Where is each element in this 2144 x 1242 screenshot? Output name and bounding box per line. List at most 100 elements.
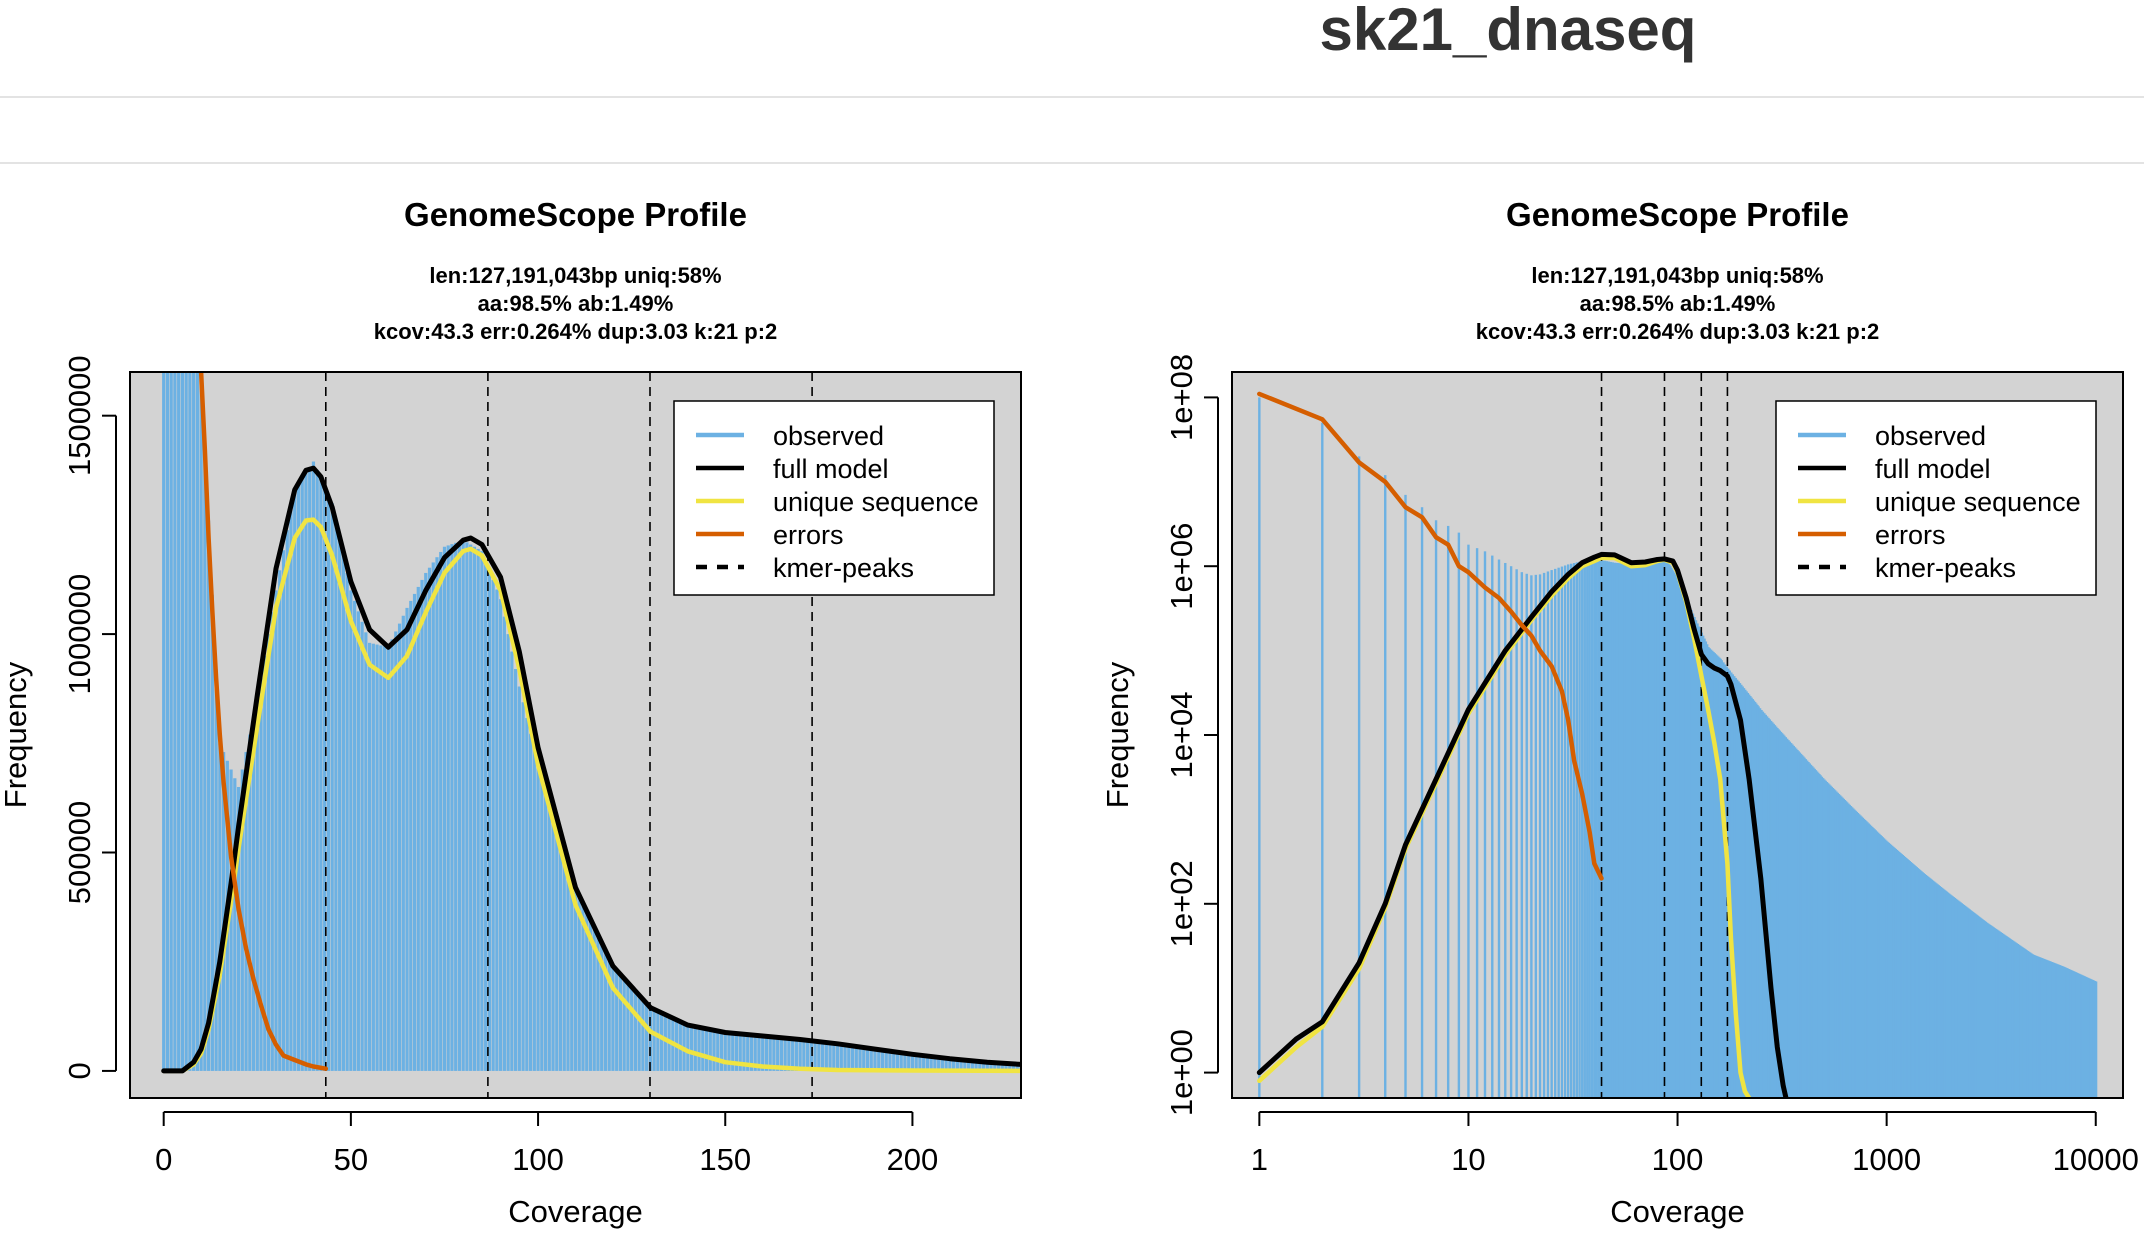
observed-bar [772, 1037, 776, 1071]
observed-bar [293, 489, 297, 1071]
observed-bar [345, 572, 349, 1071]
observed-bar [439, 551, 443, 1071]
observed-bar [779, 1038, 784, 1071]
observed-bar [1681, 591, 1685, 1098]
observed-bar [465, 542, 469, 1071]
observed-bar [270, 612, 274, 1071]
observed-bar [895, 1053, 900, 1071]
observed-bar [1583, 560, 1586, 1098]
observed-bar [454, 542, 458, 1071]
observed-bar [959, 1060, 963, 1071]
observed-bar [218, 743, 222, 1071]
y-tick-label: 500000 [62, 801, 97, 904]
legend-label: full model [1875, 454, 1991, 484]
observed-bar [1682, 595, 1687, 1098]
observed-bar [873, 1051, 877, 1071]
observed-bar [555, 826, 559, 1071]
observed-bar [566, 862, 570, 1071]
observed-bar [731, 1034, 735, 1071]
observed-bar [697, 1029, 701, 1071]
observed-bar [768, 1037, 772, 1071]
observed-bar [457, 541, 462, 1071]
observed-bar [1603, 560, 1607, 1098]
observed-bar [1613, 562, 1616, 1098]
observed-bar [394, 631, 398, 1071]
observed-bar [1404, 494, 1407, 1098]
observed-bar [577, 895, 581, 1071]
observed-bar [862, 1049, 866, 1071]
y-tick-label: 1e+04 [1164, 691, 1199, 778]
observed-bar [162, 372, 166, 1071]
legend-label: unique sequence [1875, 487, 2081, 517]
x-tick-label: 100 [512, 1142, 564, 1177]
observed-bar [195, 372, 199, 1071]
legend-label: errors [773, 520, 844, 550]
x-tick-label: 50 [334, 1142, 368, 1177]
observed-bar [1515, 569, 1518, 1098]
observed-bar [1605, 561, 1609, 1098]
observed-bar [1000, 1062, 1004, 1071]
observed-bars [1258, 397, 2098, 1098]
observed-bar [514, 669, 518, 1071]
observed-bar [416, 586, 420, 1071]
observed-bar [304, 472, 308, 1071]
observed-bar [528, 733, 533, 1071]
observed-bar [1563, 565, 1567, 1098]
observed-bar [173, 372, 177, 1071]
observed-bar [704, 1030, 709, 1071]
observed-bar [776, 1038, 780, 1071]
observed-bar [1004, 1063, 1008, 1071]
observed-bar [1457, 532, 1461, 1098]
observed-bar [663, 1016, 667, 1071]
observed-bar [1581, 561, 1584, 1098]
observed-bar [738, 1035, 742, 1071]
observed-bar [1597, 560, 1600, 1098]
observed-bar [791, 1039, 795, 1071]
x-tick-label: 1000 [1852, 1142, 1921, 1177]
legend-label: errors [1875, 520, 1946, 550]
observed-bar [259, 677, 263, 1071]
section-divider [0, 162, 2144, 164]
observed-bar [375, 644, 379, 1071]
observed-bar [203, 446, 207, 1071]
observed-bar [424, 572, 428, 1071]
observed-bar [817, 1042, 821, 1071]
observed-bar [199, 372, 203, 1071]
observed-bar [412, 593, 417, 1071]
observed-bar [813, 1042, 817, 1071]
observed-bar [787, 1039, 791, 1071]
observed-bar [966, 1060, 971, 1071]
observed-bar [914, 1055, 918, 1071]
x-axis-label: Coverage [1610, 1194, 1744, 1229]
chart-title: GenomeScope Profile [1506, 196, 1849, 233]
observed-bar [281, 550, 286, 1071]
legend-label: kmer-peaks [1875, 553, 2016, 583]
observed-bar [1572, 563, 1576, 1098]
observed-bar [349, 590, 353, 1071]
observed-bar [1590, 560, 1594, 1098]
observed-bar [1434, 520, 1438, 1098]
observed-bar [573, 887, 578, 1071]
observed-bar [1675, 579, 1680, 1098]
observed-bar [517, 686, 521, 1071]
chart-subtitle-line: len:127,191,043bp uniq:58% [429, 263, 721, 288]
observed-bar [1504, 562, 1507, 1098]
observed-bar [229, 769, 233, 1071]
observed-bar [244, 752, 248, 1071]
observed-bar [985, 1062, 989, 1071]
observed-bar [588, 918, 593, 1071]
x-tick-label: 100 [1652, 1142, 1704, 1177]
observed-bar [177, 372, 181, 1071]
observed-bar [285, 530, 289, 1071]
observed-bar [210, 594, 214, 1071]
observed-bar [1546, 571, 1550, 1098]
observed-bar [922, 1056, 926, 1071]
observed-bar [334, 520, 338, 1071]
observed-bar [341, 555, 345, 1071]
observed-bar [180, 372, 185, 1071]
observed-bar [184, 372, 188, 1071]
page-title: sk21_dnaseq [1319, 0, 1697, 63]
y-axis-label: Frequency [1100, 661, 1135, 808]
observed-bar [480, 551, 484, 1071]
observed-bar [1618, 563, 1622, 1098]
